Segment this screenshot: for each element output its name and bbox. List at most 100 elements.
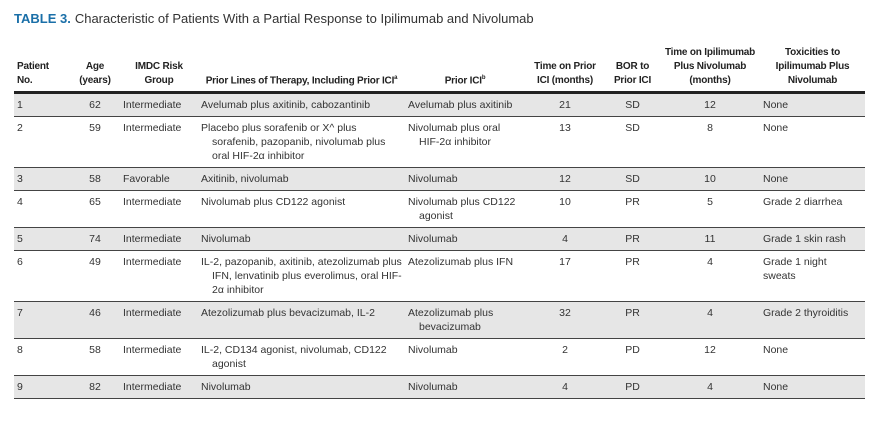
cell-age: 82 [89,381,101,393]
header-toxicities: Toxicities to Ipilimumab Plus Nivolumab [775,47,850,86]
cell-risk: Intermediate [123,307,182,319]
table-row: 5 74 Intermediate Nivolumab Nivolumab 4 PR 11 Gr… [14,227,865,251]
cell-time-ipi: 10 [704,173,716,185]
table-row: 8 58 Intermediate IL-2, CD134 agonist, nivo… [14,339,865,376]
patients-table: Patient No. Age (years) IMDC Risk Group … [14,30,865,399]
cell-risk: Intermediate [123,233,182,245]
cell-prior-lines: Nivolumab plus CD122 agonist [201,196,346,208]
cell-time-ipi: 4 [707,307,713,319]
table-row: 2 59 Intermediate Placebo plus sorafenib or… [14,117,865,168]
table-row: 3 58 Favorable Axitinib, nivolumab Nivolumab… [14,167,865,191]
cell-time-ipi: 5 [707,196,713,208]
cell-time-prior: 13 [559,122,571,134]
cell-risk: Intermediate [123,122,182,134]
cell-age: 74 [89,233,101,245]
cell-bor: PR [625,256,640,268]
cell-bor: PD [625,381,640,393]
table-title: TABLE 3. Characteristic of Patients With … [14,11,534,26]
cell-age: 59 [89,122,101,134]
cell-patient: 7 [17,307,23,319]
header-patient: Patient No. [17,61,49,86]
cell-time-ipi: 4 [707,256,713,268]
cell-time-prior: 2 [562,344,568,356]
cell-time-prior: 10 [559,196,571,208]
cell-prior-lines: Placebo plus sorafenib or X^ plus sorafe… [201,122,386,162]
cell-prior-lines: IL-2, CD134 agonist, nivolumab, CD122 ag… [201,344,387,370]
cell-prior-lines: Nivolumab [201,381,251,393]
cell-time-ipi: 12 [704,344,716,356]
cell-patient: 6 [17,256,23,268]
cell-time-prior: 12 [559,173,571,185]
cell-patient: 2 [17,122,23,134]
table-label: TABLE 3. [14,11,71,26]
cell-time-ipi: 12 [704,99,716,111]
cell-time-prior: 4 [562,233,568,245]
cell-prior-lines: Atezolizumab plus bevacizumab, IL-2 [201,307,375,319]
header-time-ipi: Time on Ipilimumab Plus Nivolumab (month… [664,47,756,86]
cell-time-ipi: 8 [707,122,713,134]
header-bor: BOR to Prior ICI [613,61,652,86]
cell-prior-ici: Nivolumab [408,381,458,393]
header-time-prior: Time on Prior ICI (months) [534,61,596,86]
cell-prior-lines: Axitinib, nivolumab [201,173,289,185]
cell-patient: 9 [17,381,23,393]
table-row: 4 65 Intermediate Nivolumab plus CD122 agon… [14,191,865,228]
cell-patient: 4 [17,196,23,208]
cell-bor: PD [625,344,640,356]
cell-patient: 8 [17,344,23,356]
cell-prior-ici: Atezolizumab plus bevacizumab [408,307,494,333]
table-row: 1 62 Intermediate Avelumab plus axitinib, c… [14,92,865,117]
cell-tox: None [763,99,789,111]
table-row: 9 82 Intermediate Nivolumab Nivolumab 4 PD 4 Non… [14,375,865,399]
cell-prior-ici: Nivolumab [408,233,458,245]
cell-bor: PR [625,196,640,208]
table-row: 6 49 Intermediate IL-2, pazopanib, axitinib… [14,251,865,302]
cell-risk: Intermediate [123,196,182,208]
table-row: 7 46 Intermediate Atezolizumab plus bevaciz… [14,301,865,339]
cell-age: 58 [89,344,101,356]
cell-tox: None [763,173,789,185]
cell-tox: Grade 2 diarrhea [763,196,843,208]
header-prior-lines: Prior Lines of Therapy, Including Prior … [205,74,398,86]
table-caption: Characteristic of Patients With a Partia… [74,11,534,26]
cell-time-prior: 17 [559,256,571,268]
cell-age: 65 [89,196,101,208]
cell-tox: None [763,122,789,134]
cell-prior-lines: IL-2, pazopanib, axitinib, atezolizumab … [201,256,402,296]
cell-age: 58 [89,173,101,185]
cell-bor: SD [625,122,640,134]
cell-age: 49 [89,256,101,268]
cell-prior-ici: Nivolumab plus oral HIF-2α inhibitor [408,122,501,148]
cell-prior-lines: Nivolumab [201,233,251,245]
cell-risk: Intermediate [123,344,182,356]
header-age: Age (years) [79,61,111,86]
header-row: Patient No. Age (years) IMDC Risk Group … [14,30,865,93]
cell-prior-ici: Nivolumab [408,344,458,356]
cell-age: 62 [89,99,101,111]
cell-risk: Intermediate [123,99,182,111]
cell-patient: 3 [17,173,23,185]
header-risk: IMDC Risk Group [135,61,183,86]
cell-prior-ici: Atezolizumab plus IFN [408,256,514,268]
cell-bor: PR [625,233,640,245]
cell-time-ipi: 11 [704,233,716,245]
header-prior-ici: Prior ICIb [444,74,486,86]
cell-tox: Grade 2 thyroiditis [763,307,849,319]
cell-risk: Favorable [123,173,170,185]
cell-patient: 5 [17,233,23,245]
cell-tox: None [763,381,789,393]
cell-time-ipi: 4 [707,381,713,393]
cell-risk: Intermediate [123,381,182,393]
cell-time-prior: 32 [559,307,571,319]
cell-tox: None [763,344,789,356]
cell-prior-ici: Avelumab plus axitinib [408,99,513,111]
cell-bor: PR [625,307,640,319]
cell-prior-lines: Avelumab plus axitinib, cabozantinib [201,99,371,111]
cell-bor: SD [625,99,640,111]
cell-prior-ici: Nivolumab plus CD122 agonist [408,196,516,222]
cell-tox: Grade 1 night sweats [763,256,827,282]
cell-time-prior: 4 [562,381,568,393]
cell-risk: Intermediate [123,256,182,268]
cell-bor: SD [625,173,640,185]
cell-patient: 1 [17,99,23,111]
